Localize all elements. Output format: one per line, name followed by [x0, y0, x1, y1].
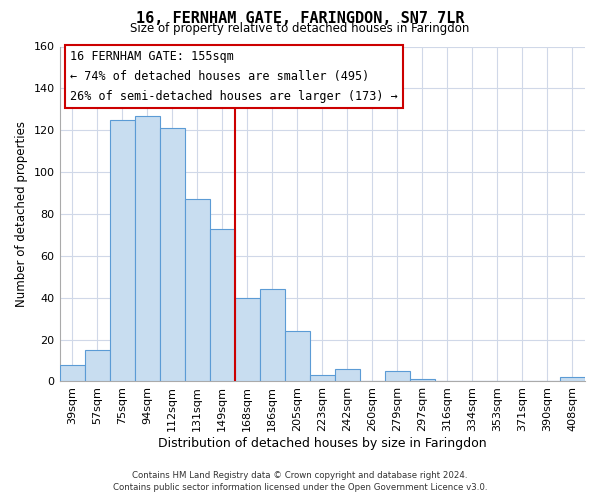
Bar: [235, 298, 260, 382]
Y-axis label: Number of detached properties: Number of detached properties: [15, 121, 28, 307]
Bar: [285, 331, 310, 382]
Bar: [410, 380, 435, 382]
Text: 16, FERNHAM GATE, FARINGDON, SN7 7LR: 16, FERNHAM GATE, FARINGDON, SN7 7LR: [136, 11, 464, 26]
Text: Contains HM Land Registry data © Crown copyright and database right 2024.
Contai: Contains HM Land Registry data © Crown c…: [113, 471, 487, 492]
Bar: [185, 200, 209, 382]
Bar: [385, 371, 410, 382]
Bar: [560, 378, 585, 382]
Bar: [335, 369, 360, 382]
X-axis label: Distribution of detached houses by size in Faringdon: Distribution of detached houses by size …: [158, 437, 487, 450]
Bar: [310, 375, 335, 382]
Bar: [59, 364, 85, 382]
Bar: [260, 290, 285, 382]
Bar: [160, 128, 185, 382]
Bar: [134, 116, 160, 382]
Bar: [85, 350, 110, 382]
Text: 16 FERNHAM GATE: 155sqm
← 74% of detached houses are smaller (495)
26% of semi-d: 16 FERNHAM GATE: 155sqm ← 74% of detache…: [70, 50, 398, 103]
Bar: [110, 120, 134, 382]
Text: Size of property relative to detached houses in Faringdon: Size of property relative to detached ho…: [130, 22, 470, 35]
Bar: [209, 228, 235, 382]
